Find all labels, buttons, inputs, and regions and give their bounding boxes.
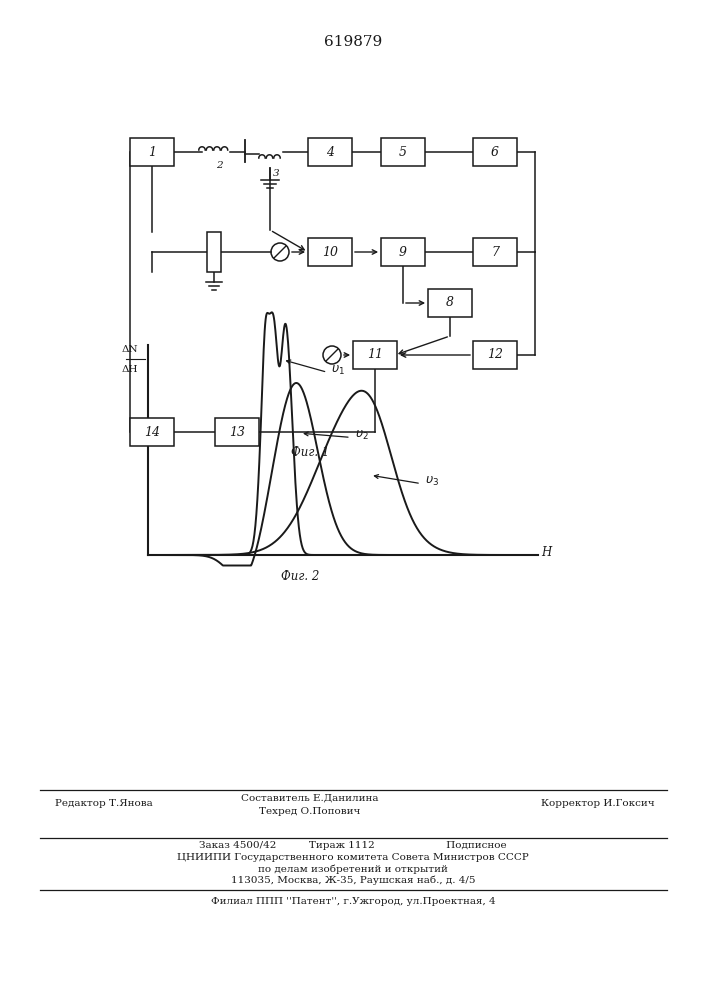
FancyBboxPatch shape <box>473 238 517 266</box>
Text: 2: 2 <box>216 160 222 169</box>
FancyBboxPatch shape <box>473 341 517 369</box>
FancyBboxPatch shape <box>428 289 472 317</box>
FancyBboxPatch shape <box>381 138 425 166</box>
Text: 12: 12 <box>487 349 503 361</box>
Text: 8: 8 <box>446 296 454 310</box>
Text: 14: 14 <box>144 426 160 438</box>
Text: 10: 10 <box>322 245 338 258</box>
Text: 3: 3 <box>273 168 279 178</box>
Text: ΔN: ΔN <box>122 346 138 355</box>
Text: $υ_3$: $υ_3$ <box>425 475 439 488</box>
Text: 6: 6 <box>491 145 499 158</box>
Text: $υ_1$: $υ_1$ <box>332 364 345 377</box>
Text: Заказ 4500/42          Тираж 1112                      Подписное: Заказ 4500/42 Тираж 1112 Подписное <box>199 842 507 850</box>
Text: Фиг. 1: Фиг. 1 <box>291 446 329 458</box>
FancyBboxPatch shape <box>207 232 221 272</box>
Text: ЦНИИПИ Государственного комитета Совета Министров СССР: ЦНИИПИ Государственного комитета Совета … <box>177 854 529 862</box>
FancyBboxPatch shape <box>130 138 174 166</box>
Text: 9: 9 <box>399 245 407 258</box>
Text: Фиг. 2: Фиг. 2 <box>281 570 319 584</box>
FancyBboxPatch shape <box>353 341 397 369</box>
FancyBboxPatch shape <box>308 138 352 166</box>
Text: 113035, Москва, Ж-35, Раушская наб., д. 4/5: 113035, Москва, Ж-35, Раушская наб., д. … <box>230 875 475 885</box>
Text: 11: 11 <box>367 349 383 361</box>
FancyBboxPatch shape <box>308 238 352 266</box>
Text: 5: 5 <box>399 145 407 158</box>
Text: Техред О.Попович: Техред О.Попович <box>259 808 361 816</box>
Text: 7: 7 <box>491 245 499 258</box>
FancyBboxPatch shape <box>381 238 425 266</box>
Text: $υ_2$: $υ_2$ <box>355 429 368 442</box>
Text: 13: 13 <box>229 426 245 438</box>
Text: Корректор И.Гоксич: Корректор И.Гоксич <box>542 800 655 808</box>
Text: H: H <box>541 546 551 558</box>
Text: Составитель Е.Данилина: Составитель Е.Данилина <box>241 794 379 802</box>
FancyBboxPatch shape <box>215 418 259 446</box>
Text: ΔH: ΔH <box>122 364 138 373</box>
Text: по делам изобретений и открытий: по делам изобретений и открытий <box>258 864 448 874</box>
FancyBboxPatch shape <box>473 138 517 166</box>
FancyBboxPatch shape <box>130 418 174 446</box>
Text: 1: 1 <box>148 145 156 158</box>
Text: 619879: 619879 <box>324 35 382 49</box>
Text: Филиал ППП ''Патент'', г.Ужгород, ул.Проектная, 4: Филиал ППП ''Патент'', г.Ужгород, ул.Про… <box>211 898 496 906</box>
Text: 4: 4 <box>326 145 334 158</box>
Text: Редактор Т.Янова: Редактор Т.Янова <box>55 800 153 808</box>
